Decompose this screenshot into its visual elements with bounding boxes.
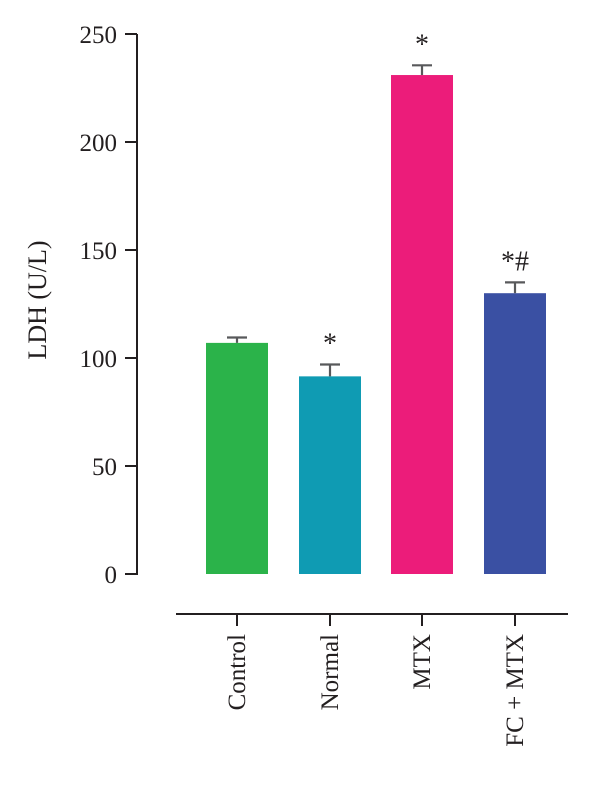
significance-label: *# (501, 246, 529, 277)
y-tick-label: 250 (80, 22, 118, 49)
significance-label: * (415, 29, 429, 60)
x-axis (176, 613, 568, 626)
y-tick-label: 0 (105, 562, 118, 589)
category-label: Normal (317, 634, 344, 710)
y-tick-label: 150 (80, 238, 118, 265)
error-bar (505, 281, 525, 294)
bar (206, 342, 268, 574)
bar (391, 75, 453, 574)
y-tick-label: 50 (92, 454, 117, 481)
error-bars (227, 64, 525, 377)
category-label: MTX (409, 634, 436, 690)
y-axis: 0 50 100 150 200 250 (80, 22, 138, 589)
category-label: Control (224, 634, 251, 710)
bar (484, 293, 546, 574)
error-bar (227, 336, 247, 343)
error-bar (320, 363, 340, 377)
bar (299, 376, 361, 574)
y-tick-label: 200 (80, 130, 118, 157)
category-labels: Control Normal MTX FC + MTX (224, 634, 529, 747)
y-tick-label: 100 (80, 346, 118, 373)
bars (206, 75, 546, 574)
significance-annotations: * * *# (323, 29, 529, 359)
category-label: FC + MTX (502, 634, 529, 747)
significance-label: * (323, 328, 337, 359)
y-axis-title: LDH (U/L) (23, 240, 52, 359)
error-bar (412, 64, 432, 76)
